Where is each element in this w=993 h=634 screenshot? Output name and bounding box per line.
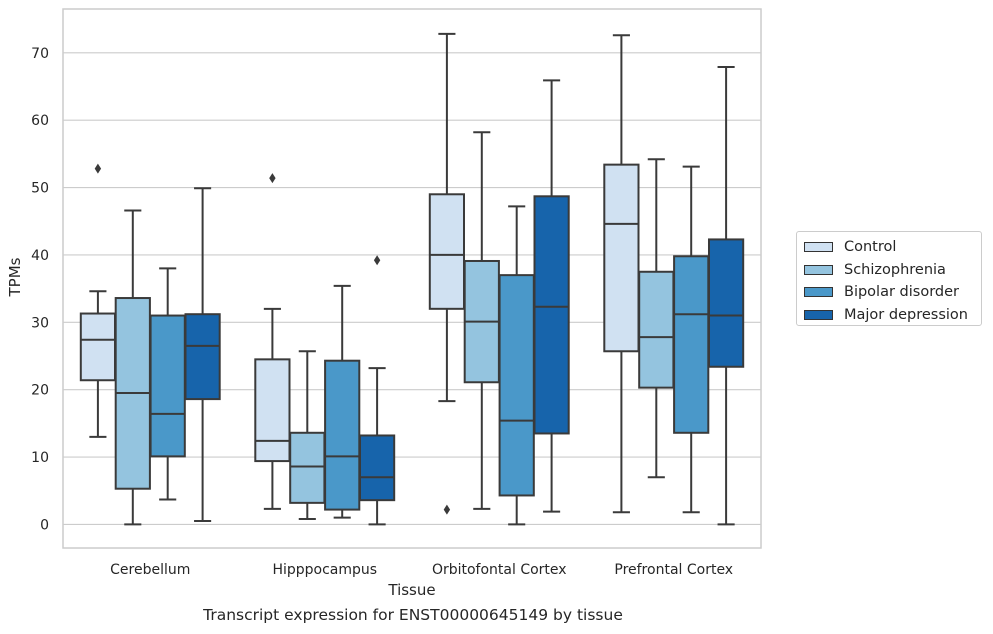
- legend-item-major-depression: Major depression: [804, 304, 981, 327]
- legend-label-bipolar-disorder: Bipolar disorder: [844, 284, 959, 301]
- x-axis-label: Tissue: [387, 581, 435, 599]
- box-iqr: [149, 314, 186, 458]
- box-orbitofontal-cortex-schizophrenia: [463, 131, 500, 510]
- legend-label-schizophrenia: Schizophrenia: [844, 261, 946, 278]
- x-tick-label-hipppocampus: Hipppocampus: [272, 562, 377, 578]
- legend-swatch-control: [804, 242, 833, 253]
- y-tick-label-30: 30: [31, 315, 49, 331]
- y-tick-label-70: 70: [31, 46, 49, 62]
- x-tick-labels: Cerebellum Hipppocampus Orbitofontal Corte…: [110, 562, 733, 578]
- box-iqr: [254, 358, 291, 463]
- box-prefrontal-cortex-major-depression: [707, 65, 745, 526]
- legend-item-schizophrenia: Schizophrenia: [804, 259, 981, 282]
- box-iqr: [498, 274, 535, 497]
- y-tick-label-60: 60: [31, 113, 49, 129]
- outlier-point: [94, 163, 102, 174]
- y-tick-label-0: 0: [40, 517, 49, 533]
- x-tick-label-cerebellum: Cerebellum: [110, 562, 190, 578]
- box-cerebellum-bipolar-disorder: [149, 267, 186, 501]
- y-tick-labels: 0 10 20 30 40 50 60 70: [31, 46, 49, 534]
- box-orbitofontal-cortex-bipolar-disorder: [498, 205, 535, 526]
- box-iqr: [707, 238, 745, 368]
- y-axis-label: TPMs: [6, 257, 24, 297]
- x-tick-label-orbitofontal-cortex: Orbitofontal Cortex: [432, 562, 567, 578]
- box-prefrontal-cortex-schizophrenia: [638, 158, 675, 479]
- box-cerebellum-schizophrenia: [114, 209, 151, 526]
- y-tick-label-40: 40: [31, 248, 49, 264]
- box-hipppocampus-bipolar-disorder: [324, 284, 361, 519]
- box-hipppocampus-schizophrenia: [289, 350, 326, 521]
- outlier-point: [443, 504, 451, 515]
- box-iqr: [184, 313, 221, 401]
- x-tick-label-prefrontal-cortex: Prefrontal Cortex: [614, 562, 733, 578]
- box-iqr: [428, 193, 466, 310]
- box-iqr: [289, 431, 326, 504]
- box-iqr: [324, 359, 361, 511]
- box-hipppocampus-control: [254, 173, 291, 510]
- legend-label-control: Control: [844, 239, 897, 256]
- y-tick-label-10: 10: [31, 450, 49, 466]
- box-prefrontal-cortex-control: [603, 34, 640, 514]
- box-series: [79, 32, 745, 526]
- box-iqr: [533, 195, 570, 435]
- legend-swatch-schizophrenia: [804, 264, 833, 275]
- y-tick-label-20: 20: [31, 383, 49, 399]
- box-prefrontal-cortex-bipolar-disorder: [673, 165, 710, 514]
- box-iqr: [638, 270, 675, 389]
- box-orbitofontal-cortex-major-depression: [533, 79, 570, 513]
- legend-label-major-depression: Major depression: [844, 306, 968, 323]
- legend-swatch-bipolar-disorder: [804, 287, 833, 298]
- chart-caption: Transcript expression for ENST0000064514…: [203, 606, 623, 624]
- legend-swatch-major-depression: [804, 309, 833, 320]
- box-cerebellum-control: [79, 163, 117, 438]
- legend-item-control: Control: [804, 236, 981, 259]
- legend: Control Schizophrenia Bipolar disorder M…: [796, 231, 982, 326]
- outlier-point: [269, 173, 276, 184]
- y-tick-label-50: 50: [31, 181, 49, 197]
- box-iqr: [603, 163, 640, 353]
- box-hipppocampus-major-depression: [358, 255, 396, 526]
- box-orbitofontal-cortex-control: [428, 32, 466, 515]
- box-iqr: [79, 312, 117, 382]
- box-iqr: [673, 255, 710, 434]
- box-cerebellum-major-depression: [184, 187, 221, 523]
- legend-item-bipolar-disorder: Bipolar disorder: [804, 281, 981, 304]
- box-iqr: [358, 434, 396, 502]
- plot-frame: [62, 8, 762, 549]
- outlier-point: [373, 255, 381, 266]
